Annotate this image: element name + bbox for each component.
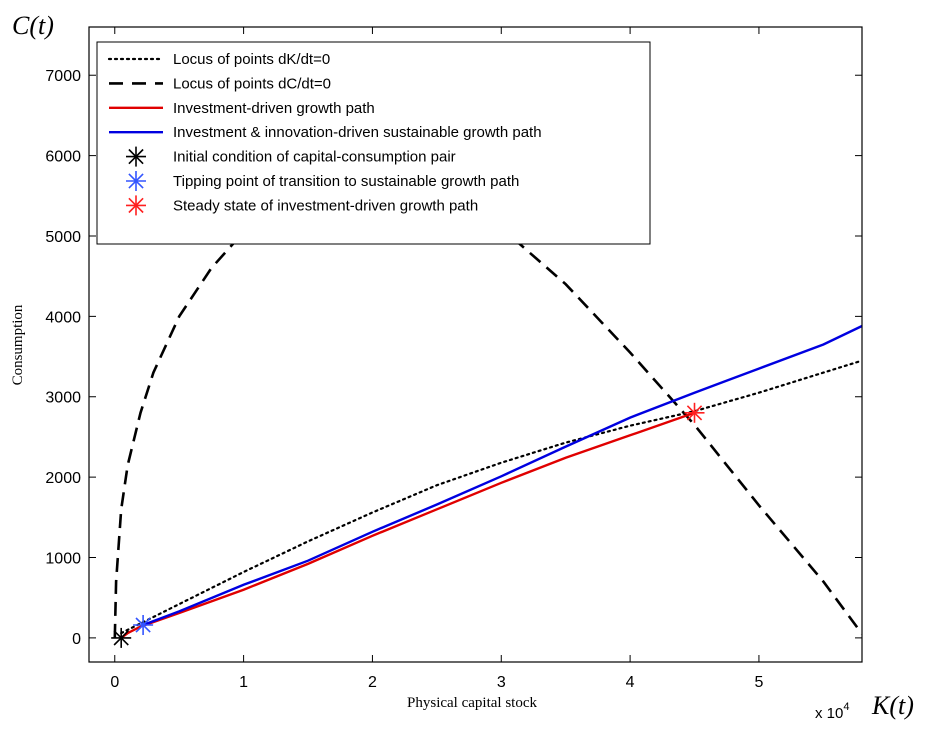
marker-star-1 bbox=[111, 627, 132, 648]
legend-star-icon bbox=[126, 146, 146, 167]
legend-label: Locus of points dK/dt=0 bbox=[173, 51, 330, 68]
legend-box bbox=[96, 41, 651, 245]
legend-label: Steady state of investment-driven growth… bbox=[173, 197, 478, 214]
legend-item-5: Initial condition of capital-consumption… bbox=[126, 146, 456, 167]
x-exponent-base: x 10 bbox=[815, 705, 843, 722]
legend-label: Investment-driven growth path bbox=[173, 100, 375, 117]
y-tick-label: 7000 bbox=[45, 68, 81, 85]
legend-label: Investment & innovation-driven sustainab… bbox=[173, 124, 542, 141]
y-tick-label: 3000 bbox=[45, 390, 81, 407]
legend-item-6: Tipping point of transition to sustainab… bbox=[126, 171, 519, 191]
x-tick-label: 1 bbox=[239, 674, 248, 691]
legend-item-1: Locus of points dK/dt=0 bbox=[107, 51, 330, 68]
x-tick-label: 4 bbox=[626, 674, 635, 691]
legend-item-3: Investment-driven growth path bbox=[109, 100, 375, 117]
y-tick-label: 4000 bbox=[45, 309, 81, 326]
legend-label: Tipping point of transition to sustainab… bbox=[173, 173, 519, 190]
x-tick-label: 5 bbox=[754, 674, 763, 691]
x-corner-label: K(t) bbox=[871, 691, 914, 720]
y-tick-label: 5000 bbox=[45, 229, 81, 246]
y-axis-title: Consumption bbox=[10, 304, 26, 385]
x-axis-title: Physical capital stock bbox=[407, 695, 537, 711]
y-tick-label: 6000 bbox=[45, 149, 81, 166]
legend-item-2: Locus of points dC/dt=0 bbox=[109, 75, 331, 92]
series-line-3 bbox=[120, 411, 695, 639]
series-line-4 bbox=[142, 324, 862, 627]
plot-frame bbox=[88, 26, 863, 663]
x-exponent-power: 4 bbox=[843, 701, 849, 713]
y-tick-label: 1000 bbox=[45, 551, 81, 568]
legend-star-icon bbox=[126, 195, 146, 216]
x-tick-label: 3 bbox=[497, 674, 506, 691]
legend-item-7: Steady state of investment-driven growth… bbox=[126, 195, 478, 216]
x-exponent-label: x 104 bbox=[815, 701, 849, 722]
marker-star-2 bbox=[133, 615, 154, 635]
legend-label: Initial condition of capital-consumption… bbox=[173, 149, 456, 166]
marker-star-3 bbox=[684, 402, 705, 423]
series-line-1 bbox=[120, 359, 862, 635]
y-tick-label: 0 bbox=[72, 631, 81, 648]
y-tick-label: 2000 bbox=[45, 470, 81, 487]
x-tick-label: 0 bbox=[110, 674, 119, 691]
legend-label: Locus of points dC/dt=0 bbox=[173, 75, 331, 92]
x-tick-label: 2 bbox=[368, 674, 377, 691]
legend-star-icon bbox=[126, 171, 146, 191]
y-corner-label: C(t) bbox=[12, 11, 54, 40]
legend-item-4: Investment & innovation-driven sustainab… bbox=[109, 124, 542, 141]
